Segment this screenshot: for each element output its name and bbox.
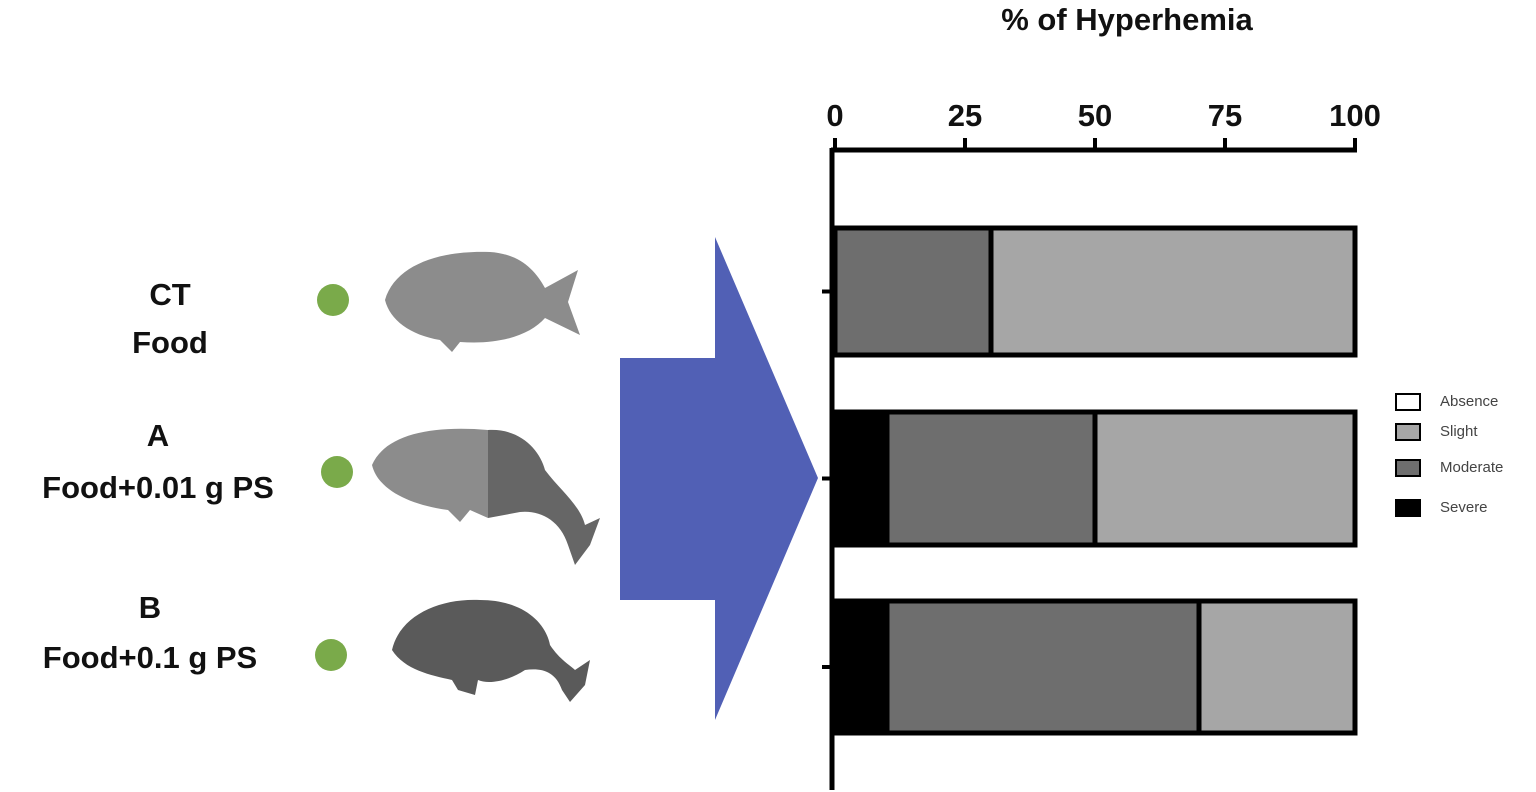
legend-label: Absence (1440, 393, 1498, 410)
legend-label: Moderate (1440, 459, 1503, 476)
bar-segment (884, 409, 1098, 548)
bar-segment (832, 225, 994, 358)
fish-a-back (488, 429, 600, 565)
legend-swatch (1395, 499, 1421, 517)
bar-segment (832, 409, 890, 548)
legend: Absence Slight Moderate Severe (1395, 393, 1503, 517)
legend-swatch (1395, 459, 1421, 477)
category-label: CT (149, 277, 190, 312)
fish-a-front (372, 428, 488, 522)
food-pellet (321, 456, 353, 488)
category-label: Food+0.01 g PS (42, 470, 274, 505)
bar-segment (884, 598, 1202, 736)
bar-segment (832, 598, 890, 736)
legend-label: Severe (1440, 499, 1488, 516)
legend-label: Slight (1440, 423, 1478, 440)
bar-segment (1092, 409, 1358, 548)
fish-b (392, 599, 590, 702)
bar-segment (988, 225, 1358, 358)
category-label: B (139, 590, 161, 625)
category-label: Food+0.1 g PS (43, 640, 257, 675)
legend-swatch (1395, 423, 1421, 441)
category-label: Food (132, 325, 208, 360)
food-pellet (315, 639, 347, 671)
arrow (620, 237, 818, 720)
bar-segment (1196, 598, 1358, 736)
legend-swatch (1395, 393, 1421, 411)
x-tick-label: 25 (948, 98, 982, 133)
fish-healthy (385, 251, 580, 352)
x-tick-label: 0 (826, 98, 843, 133)
x-tick-label: 100 (1329, 98, 1381, 133)
x-tick-label: 50 (1078, 98, 1112, 133)
x-tick-label: 75 (1208, 98, 1242, 133)
food-pellet (317, 284, 349, 316)
chart-title: % of Hyperhemia (1001, 2, 1253, 37)
category-label: A (147, 418, 169, 453)
